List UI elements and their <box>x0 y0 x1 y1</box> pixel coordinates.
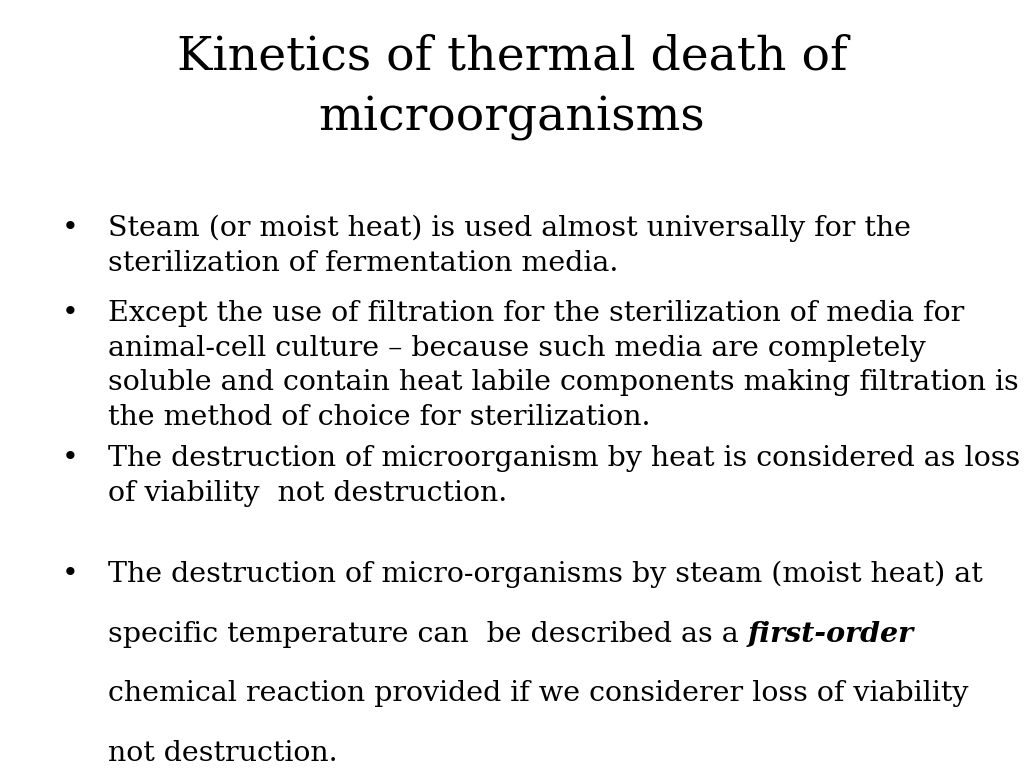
Text: •: • <box>61 561 78 588</box>
Text: The destruction of microorganism by heat is considered as loss
of viability  not: The destruction of microorganism by heat… <box>108 445 1020 508</box>
Text: Kinetics of thermal death of
microorganisms: Kinetics of thermal death of microorgani… <box>177 35 847 141</box>
Text: Except the use of filtration for the sterilization of media for
animal-cell cult: Except the use of filtration for the ste… <box>108 300 1018 432</box>
Text: Steam (or moist heat) is used almost universally for the
sterilization of fermen: Steam (or moist heat) is used almost uni… <box>108 215 910 277</box>
Text: •: • <box>61 445 78 472</box>
Text: not destruction.: not destruction. <box>108 740 337 767</box>
Text: The destruction of micro-organisms by steam (moist heat) at: The destruction of micro-organisms by st… <box>108 561 982 588</box>
Text: first-order: first-order <box>748 621 913 647</box>
Text: •: • <box>61 215 78 242</box>
Text: •: • <box>61 300 78 326</box>
Text: specific temperature can  be described as a: specific temperature can be described as… <box>108 621 748 647</box>
Text: chemical reaction provided if we considerer loss of viability: chemical reaction provided if we conside… <box>108 680 968 707</box>
